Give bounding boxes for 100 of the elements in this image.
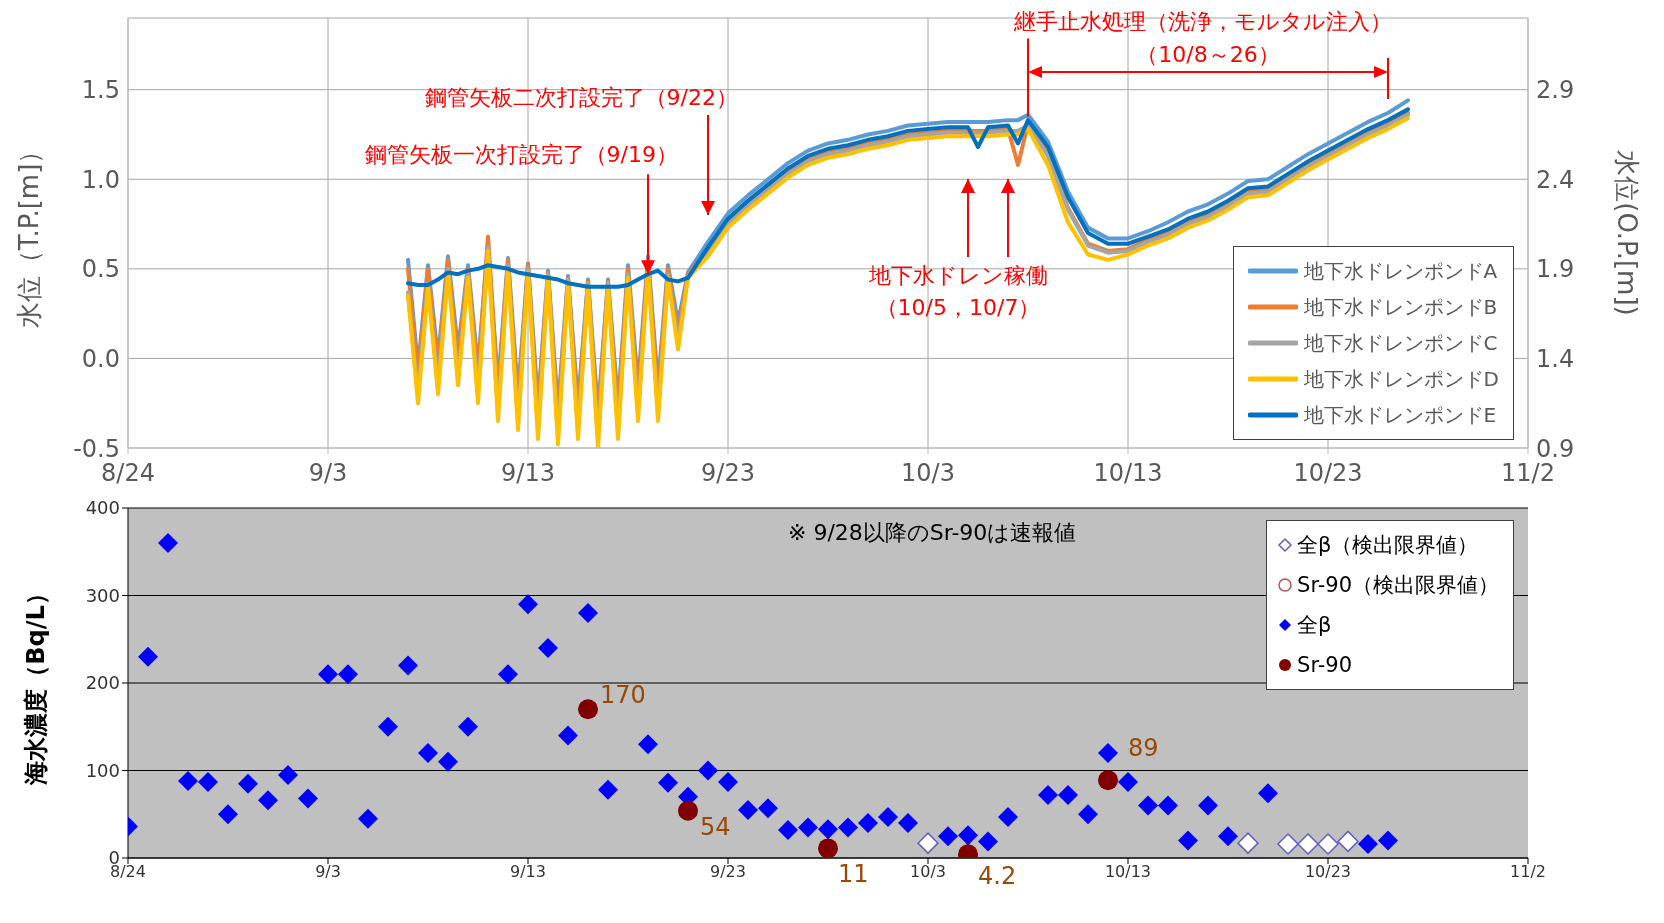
point: [1138, 795, 1158, 816]
x-tick-label: 9/3: [315, 862, 341, 882]
legend-label: 地下水ドレンポンドA: [1303, 257, 1498, 285]
y-axis-title: 水位（T.P.[m]）: [14, 137, 44, 329]
x-tick-label: 9/13: [501, 459, 555, 488]
y-tick-label: 400: [85, 497, 120, 519]
y2-tick-label: 2.4: [1536, 165, 1575, 194]
point: [318, 664, 338, 685]
annotation: 継手止水処理（洗浄，モルタル注入）: [1013, 8, 1392, 34]
point: [158, 533, 178, 553]
point: [1078, 804, 1098, 825]
y-tick-label: 100: [85, 759, 120, 781]
data-label: 11: [838, 860, 869, 889]
point: [298, 788, 318, 809]
x-tick-label: 10/13: [1093, 459, 1163, 488]
x-tick-label: 11/2: [1510, 862, 1546, 882]
x-tick-label: 9/3: [308, 459, 348, 488]
point: [358, 808, 378, 829]
point: [678, 800, 698, 821]
point: [1358, 834, 1378, 854]
data-label: 54: [700, 812, 731, 841]
point: [978, 831, 998, 852]
annotation: （10/5，10/7）: [875, 295, 1041, 320]
x-tick-label: 10/3: [910, 862, 946, 882]
point: [578, 699, 598, 720]
point: [778, 820, 798, 840]
point: [1058, 785, 1078, 805]
point: [1258, 783, 1278, 804]
point: [758, 798, 778, 819]
y-tick-label: 0.5: [81, 255, 120, 284]
point: [1378, 830, 1398, 851]
point: [1297, 833, 1319, 855]
legend-label: Sr-90: [1297, 653, 1352, 677]
point: [1118, 771, 1138, 792]
point: [958, 825, 978, 846]
point: [1098, 770, 1118, 791]
point: [1198, 795, 1218, 816]
point: [798, 817, 818, 838]
point: [518, 594, 538, 615]
point: [818, 838, 838, 858]
point: [338, 664, 358, 685]
legend-label: Sr-90（検出限界値）: [1297, 572, 1499, 599]
legend-label: 地下水ドレンポンドE: [1303, 401, 1497, 429]
legend-label: 地下水ドレンポンドB: [1303, 293, 1498, 321]
y-tick-label: 300: [85, 584, 120, 606]
point: [258, 790, 278, 811]
point: [578, 603, 598, 623]
point: [818, 819, 838, 840]
point: [198, 771, 218, 792]
point: [1277, 833, 1299, 855]
annotation: 鋼管矢板一次打設完了（9/19）: [364, 142, 678, 168]
y-axis-title: 海水濃度（Bq/L）: [22, 581, 50, 786]
x-tick-label: 10/13: [1104, 862, 1152, 882]
point: [638, 734, 658, 755]
point: [1237, 832, 1259, 854]
x-tick-label: 10/3: [901, 459, 955, 488]
y-tick-label: 200: [85, 672, 120, 694]
data-label: 4.2: [978, 862, 1017, 891]
point: [1038, 785, 1058, 805]
x-tick-label: 10/23: [1304, 862, 1352, 882]
x-tick-label: 9/23: [710, 862, 746, 882]
x-tick-label: 9/13: [510, 862, 546, 882]
y-tick-label: 1.0: [81, 165, 120, 194]
annotation: 鋼管矢板二次打設完了（9/22）: [424, 85, 738, 110]
legend-label: 地下水ドレンポンドD: [1303, 365, 1499, 393]
data-label: 170: [600, 681, 646, 710]
point: [1317, 833, 1339, 855]
point: [1158, 795, 1178, 816]
point: [1098, 743, 1118, 763]
annotation: ※ 9/28以降のSr-90は速報値: [788, 519, 1077, 547]
point: [558, 725, 578, 746]
y-tick-label: 1.5: [81, 76, 120, 105]
annotation: （10/8～26）: [1136, 42, 1280, 67]
point: [858, 813, 878, 833]
y-tick-label: 0.0: [81, 344, 120, 373]
x-tick-label: 9/23: [701, 459, 755, 488]
y2-tick-label: 1.9: [1536, 255, 1575, 284]
point: [1218, 826, 1238, 847]
point: [738, 799, 758, 820]
point: [898, 813, 918, 833]
point: [418, 743, 438, 763]
point: [438, 751, 458, 772]
y2-tick-label: 2.9: [1536, 76, 1575, 105]
point: [138, 646, 158, 667]
point: [238, 773, 258, 794]
point: [718, 771, 738, 792]
point: [538, 638, 558, 658]
legend-label: 全β: [1297, 612, 1332, 639]
point: [498, 664, 518, 685]
point: [278, 764, 298, 785]
point: [998, 806, 1018, 827]
point: [658, 772, 678, 793]
point: [1178, 830, 1198, 851]
point: [838, 817, 858, 838]
point: [878, 806, 898, 827]
point: [938, 826, 958, 847]
point: [598, 779, 618, 800]
point: [1337, 830, 1359, 853]
legend-label: 地下水ドレンポンドC: [1303, 329, 1498, 357]
annotation: 地下水ドレン稼働: [867, 263, 1048, 288]
